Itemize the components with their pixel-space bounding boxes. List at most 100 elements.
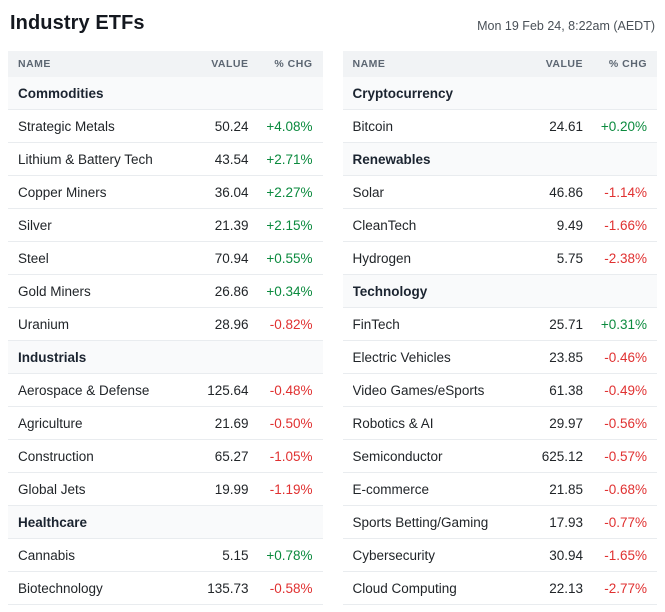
etf-name: Uranium — [18, 316, 70, 332]
etf-value: 22.13 — [549, 580, 583, 596]
column-header-value: VALUE — [545, 58, 583, 70]
table-body-right: Cryptocurrency Bitcoin 24.61 +0.20% Renewabl… — [342, 77, 657, 605]
etf-value: 19.99 — [214, 481, 249, 497]
etf-row-semiconductor[interactable]: Semiconductor 625.12 -0.57% — [342, 440, 657, 473]
etf-name: Silver — [18, 217, 52, 233]
etf-percent-change: -2.77% — [604, 580, 647, 596]
etf-value: 43.54 — [214, 151, 249, 167]
etf-percent-change: -0.49% — [604, 382, 647, 398]
etf-value: 135.73 — [207, 580, 249, 596]
etf-percent-change: +0.55% — [266, 250, 313, 266]
etf-tables: NAME VALUE % CHG Commodities Strategic Me… — [8, 51, 657, 605]
etf-percent-change: -1.66% — [604, 217, 647, 233]
etf-row-uranium[interactable]: Uranium 28.96 -0.82% — [8, 308, 323, 341]
etf-row-fintech[interactable]: FinTech 25.71 +0.31% — [342, 308, 657, 341]
etf-row-strategic-metals[interactable]: Strategic Metals 50.24 +4.08% — [8, 110, 323, 143]
section-title: Healthcare — [18, 514, 88, 530]
etf-percent-change: +4.08% — [266, 118, 313, 134]
etf-name: Gold Miners — [18, 283, 91, 299]
etf-value: 30.94 — [549, 547, 583, 563]
etf-percent-change: -0.48% — [269, 382, 313, 398]
etf-row-agriculture[interactable]: Agriculture 21.69 -0.50% — [8, 407, 323, 440]
etf-value: 5.15 — [222, 547, 249, 563]
etf-percent-change: +2.15% — [266, 217, 313, 233]
etf-row-hydrogen[interactable]: Hydrogen 5.75 -2.38% — [342, 242, 657, 275]
etf-percent-change: -0.56% — [604, 415, 647, 431]
etf-name: E-commerce — [352, 481, 430, 497]
etf-row-solar[interactable]: Solar 46.86 -1.14% — [342, 176, 657, 209]
etf-row-sports-betting-gaming[interactable]: Sports Betting/Gaming 17.93 -0.77% — [342, 506, 657, 539]
etf-name: Aerospace & Defense — [18, 382, 150, 398]
etf-name: FinTech — [352, 316, 400, 332]
page-header: Industry ETFs Mon 19 Feb 24, 8:22am (AED… — [8, 8, 657, 45]
section-header-cryptocurrency: Cryptocurrency — [342, 77, 657, 110]
table-body-left: Commodities Strategic Metals 50.24 +4.08% Li… — [8, 77, 323, 605]
etf-row-cannabis[interactable]: Cannabis 5.15 +0.78% — [8, 539, 323, 572]
etf-name: Semiconductor — [352, 448, 443, 464]
etf-name: Steel — [18, 250, 49, 266]
etf-row-biotechnology[interactable]: Biotechnology 135.73 -0.58% — [8, 572, 323, 605]
etf-row-global-jets[interactable]: Global Jets 19.99 -1.19% — [8, 473, 323, 506]
etf-row-cleantech[interactable]: CleanTech 9.49 -1.66% — [342, 209, 657, 242]
etf-value: 50.24 — [214, 118, 249, 134]
etf-value: 29.97 — [549, 415, 583, 431]
etf-percent-change: -1.05% — [269, 448, 313, 464]
timestamp: Mon 19 Feb 24, 8:22am (AEDT) — [477, 19, 655, 33]
etf-value: 23.85 — [549, 349, 583, 365]
etf-percent-change: +0.34% — [266, 283, 313, 299]
etf-name: Lithium & Battery Tech — [18, 151, 153, 167]
etf-percent-change: -1.14% — [604, 184, 647, 200]
etf-row-steel[interactable]: Steel 70.94 +0.55% — [8, 242, 323, 275]
etf-percent-change: -0.57% — [604, 448, 647, 464]
etf-name: Bitcoin — [352, 118, 394, 134]
section-header-technology: Technology — [342, 275, 657, 308]
etf-name: Electric Vehicles — [352, 349, 451, 365]
etf-row-bitcoin[interactable]: Bitcoin 24.61 +0.20% — [342, 110, 657, 143]
etf-row-robotics-ai[interactable]: Robotics & AI 29.97 -0.56% — [342, 407, 657, 440]
etf-value: 70.94 — [214, 250, 249, 266]
etf-name: Cannabis — [18, 547, 76, 563]
etf-name: CleanTech — [352, 217, 417, 233]
etf-value: 9.49 — [556, 217, 583, 233]
etf-name: Sports Betting/Gaming — [352, 514, 489, 530]
etf-percent-change: -1.19% — [269, 481, 313, 497]
etf-name: Agriculture — [18, 415, 83, 431]
etf-row-e-commerce[interactable]: E-commerce 21.85 -0.68% — [342, 473, 657, 506]
etf-percent-change: +2.71% — [266, 151, 313, 167]
etf-percent-change: -0.50% — [269, 415, 313, 431]
etf-row-gold-miners[interactable]: Gold Miners 26.86 +0.34% — [8, 275, 323, 308]
etf-row-lithium-battery-tech[interactable]: Lithium & Battery Tech 43.54 +2.71% — [8, 143, 323, 176]
section-header-healthcare: Healthcare — [8, 506, 323, 539]
column-header-value: VALUE — [211, 58, 249, 70]
etf-row-aerospace-defense[interactable]: Aerospace & Defense 125.64 -0.48% — [8, 374, 323, 407]
etf-value: 21.69 — [214, 415, 249, 431]
etf-value: 125.64 — [207, 382, 249, 398]
etf-name: Hydrogen — [352, 250, 412, 266]
etf-name: Solar — [352, 184, 385, 200]
column-header-chg: % CHG — [274, 58, 313, 70]
section-title: Cryptocurrency — [352, 85, 454, 101]
etf-row-silver[interactable]: Silver 21.39 +2.15% — [8, 209, 323, 242]
etf-name: Global Jets — [18, 481, 86, 497]
etf-row-copper-miners[interactable]: Copper Miners 36.04 +2.27% — [8, 176, 323, 209]
section-title: Technology — [352, 283, 428, 299]
section-header-commodities: Commodities — [8, 77, 323, 110]
etf-percent-change: +2.27% — [266, 184, 313, 200]
etf-row-cybersecurity[interactable]: Cybersecurity 30.94 -1.65% — [342, 539, 657, 572]
table-header-left: NAME VALUE % CHG — [8, 51, 323, 77]
etf-name: Cloud Computing — [352, 580, 457, 596]
etf-row-construction[interactable]: Construction 65.27 -1.05% — [8, 440, 323, 473]
etf-row-cloud-computing[interactable]: Cloud Computing 22.13 -2.77% — [342, 572, 657, 605]
etf-name: Video Games/eSports — [352, 382, 485, 398]
etf-percent-change: -0.58% — [269, 580, 313, 596]
etf-name: Biotechnology — [18, 580, 103, 596]
etf-row-electric-vehicles[interactable]: Electric Vehicles 23.85 -0.46% — [342, 341, 657, 374]
etf-row-video-games-esports[interactable]: Video Games/eSports 61.38 -0.49% — [342, 374, 657, 407]
etf-value: 21.85 — [549, 481, 583, 497]
etf-percent-change: -0.46% — [604, 349, 647, 365]
section-title: Renewables — [352, 151, 431, 167]
etf-value: 61.38 — [549, 382, 583, 398]
etf-table-left: NAME VALUE % CHG Commodities Strategic Me… — [8, 51, 323, 605]
etf-value: 65.27 — [214, 448, 249, 464]
etf-percent-change: +0.20% — [600, 118, 647, 134]
